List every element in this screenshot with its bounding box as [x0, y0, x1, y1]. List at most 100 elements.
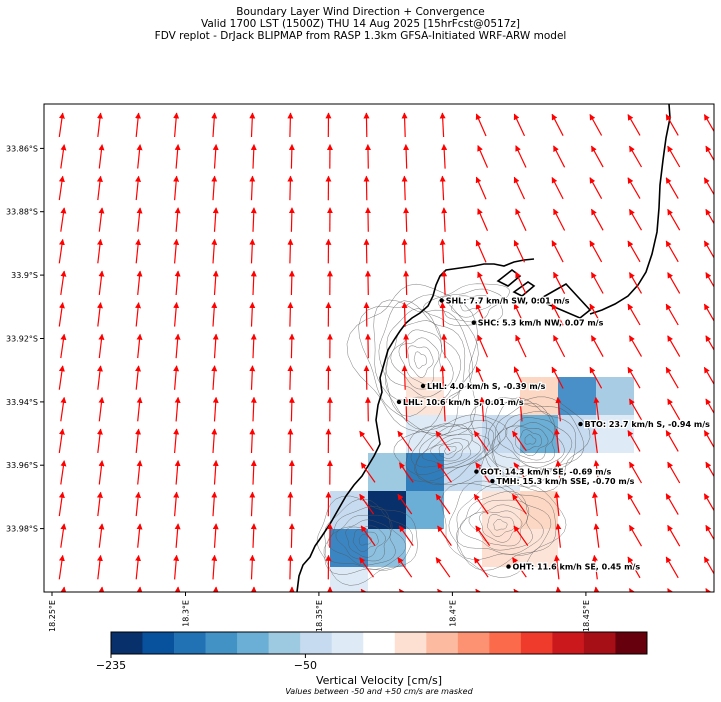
- wind-arrow: [211, 491, 218, 517]
- wind-arrow: [401, 238, 408, 264]
- wind-arrow: [359, 430, 374, 452]
- wind-arrow: [517, 396, 524, 422]
- wind-arrow: [475, 525, 491, 546]
- wind-arrow: [173, 428, 180, 454]
- wind-arrow: [705, 208, 714, 225]
- colorbar-segment: [552, 632, 585, 654]
- chart-title-line-3: FDV replot - DrJack BLIPMAP from RASP 1.…: [154, 30, 567, 42]
- station-label: LHL: 10.6 km/h S, 0.01 m/s: [403, 398, 524, 407]
- wind-arrow: [667, 524, 681, 547]
- wind-arrow: [359, 557, 374, 578]
- wind-arrow: [58, 175, 65, 201]
- plot-frame: [43, 103, 715, 593]
- wind-arrow: [555, 396, 562, 422]
- wind-arrow: [287, 112, 294, 138]
- colorbar-note: Values between -50 and +50 cm/s are mask…: [285, 687, 473, 696]
- x-tick-label: 18.25°E: [48, 600, 57, 632]
- wind-arrow: [627, 430, 641, 452]
- velocity-cell: [520, 415, 558, 453]
- wind-arrow: [703, 493, 714, 512]
- wind-arrow: [60, 207, 67, 232]
- wind-arrow: [173, 238, 180, 264]
- wind-arrow: [212, 460, 219, 485]
- wind-arrow: [136, 270, 143, 295]
- wind-arrow: [439, 112, 446, 138]
- wind-arrow: [441, 270, 448, 296]
- wind-arrow: [667, 461, 681, 484]
- wind-arrow: [250, 460, 257, 485]
- x-tick-label: 18.4°E: [448, 600, 457, 627]
- wind-arrow: [397, 557, 413, 578]
- wind-arrow: [135, 365, 142, 390]
- colorbar-segment: [237, 632, 269, 654]
- x-tick-label: 18.45°E: [582, 600, 591, 632]
- wind-arrow: [174, 333, 181, 359]
- wind-arrow: [479, 396, 486, 422]
- wind-arrow: [628, 208, 643, 231]
- contour-line: [324, 498, 413, 575]
- chart-title-line-1: Boundary Layer Wind Direction + Converge…: [236, 6, 485, 18]
- colorbar-segment: [426, 632, 459, 654]
- wind-arrow: [435, 493, 451, 515]
- contour-line: [505, 422, 554, 461]
- y-tick-label: 33.88°S: [6, 208, 38, 217]
- velocity-cell: [330, 567, 368, 592]
- velocity-cell: [596, 415, 634, 453]
- contour-line: [335, 519, 392, 562]
- wind-arrow: [403, 396, 410, 422]
- colorbar-segment: [394, 632, 427, 654]
- station-dot: [490, 478, 495, 484]
- contour-line: [352, 529, 379, 552]
- contour-line: [479, 510, 523, 543]
- velocity-cell: [368, 453, 406, 491]
- contour-line: [423, 283, 510, 326]
- coastline-east: [589, 104, 671, 315]
- wind-arrow: [665, 303, 679, 326]
- colorbar-label: Vertical Velocity [cm/s]: [316, 674, 442, 687]
- contour-line: [492, 410, 565, 468]
- wind-arrow: [627, 556, 641, 579]
- wind-arrow: [98, 586, 105, 592]
- contour-line: [448, 480, 557, 571]
- wind-arrow: [665, 556, 679, 579]
- wind-arrow: [705, 398, 714, 415]
- wind-arrow: [60, 586, 67, 592]
- wind-arrow: [403, 333, 410, 359]
- contour-line: [487, 514, 515, 537]
- contour-line: [460, 299, 481, 312]
- wind-arrow: [173, 365, 180, 390]
- wind-arrow: [96, 238, 103, 264]
- wind-arrow: [288, 270, 295, 296]
- wind-arrow: [512, 557, 527, 578]
- wind-arrow: [96, 491, 103, 517]
- wind-arrow: [513, 113, 526, 137]
- wind-arrow: [403, 270, 410, 296]
- wind-arrow: [212, 396, 219, 422]
- wind-arrow: [589, 113, 603, 136]
- wind-arrow: [249, 428, 256, 454]
- station-label: SHL: 7.7 km/h SW, 0.01 m/s: [446, 297, 570, 306]
- contour-line: [373, 299, 473, 430]
- wind-arrow: [135, 175, 142, 201]
- wind-arrow: [627, 114, 641, 136]
- contour-line: [316, 495, 418, 586]
- wind-arrow: [437, 525, 452, 546]
- wind-arrow: [593, 586, 600, 592]
- contour-line: [414, 424, 490, 475]
- wind-arrow: [136, 523, 143, 548]
- wind-arrow: [403, 207, 410, 232]
- wind-arrow: [211, 238, 218, 264]
- wind-arrow: [591, 428, 598, 453]
- colorbar-segment: [520, 632, 553, 654]
- colorbar-segment: [331, 632, 364, 654]
- wind-arrow: [98, 207, 105, 232]
- wind-arrow: [397, 430, 413, 452]
- contour-line: [496, 417, 557, 463]
- wind-arrow: [439, 365, 446, 390]
- wind-arrow: [441, 207, 448, 232]
- colorbar-segment: [205, 632, 238, 654]
- wind-arrow: [135, 428, 142, 453]
- wind-arrow: [212, 144, 219, 169]
- colorbar-frame: [110, 631, 648, 655]
